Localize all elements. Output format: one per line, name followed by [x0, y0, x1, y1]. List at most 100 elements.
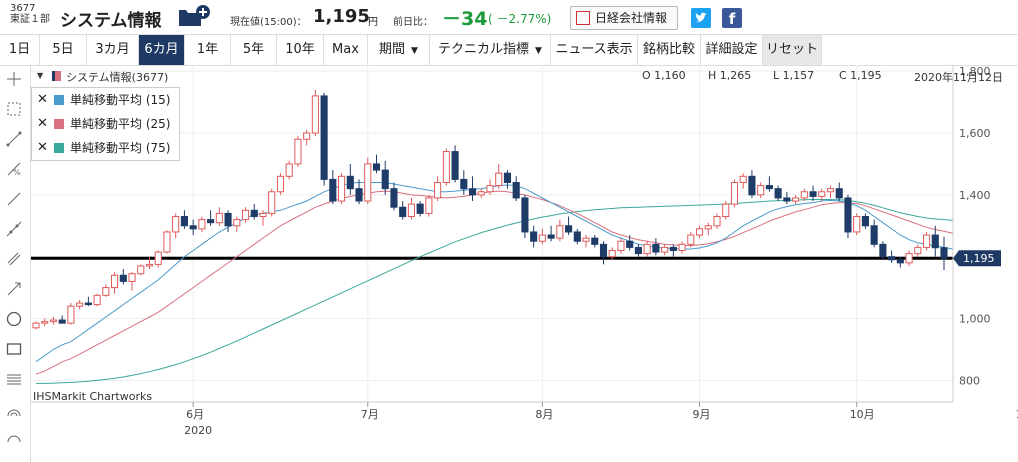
candle-body — [661, 246, 669, 253]
technical-indicators-dropdown[interactable]: テクニカル指標 ▼ — [430, 35, 551, 65]
candle-body — [879, 243, 887, 258]
period-3m-button[interactable]: 3カ月 — [87, 35, 139, 65]
period-1y-button[interactable]: 1年 — [185, 35, 231, 65]
candle — [303, 129, 311, 146]
fan-icon[interactable] — [6, 427, 22, 443]
extended-line-icon[interactable] — [6, 221, 22, 237]
candle-body — [346, 175, 354, 190]
stock-code-block: 3677 東証１部 — [10, 3, 50, 25]
candle-body — [145, 263, 154, 267]
legend-item-sma75: ✕ 単純移動平均 (75) — [32, 137, 179, 159]
period-6m-button[interactable]: 6カ月 — [139, 35, 185, 65]
ohlc-high: H 1,265 — [708, 69, 752, 82]
candle — [442, 148, 450, 186]
legend-item-sma15: ✕ 単純移動平均 (15) — [32, 89, 179, 111]
svg-text:%: % — [13, 168, 21, 177]
candle-body — [76, 302, 84, 307]
quote-header: 3677 東証１部 システム情報 現在値(15:00)： 1,195 円 前日比… — [0, 0, 1018, 34]
legend-item-sma25: ✕ 単純移動平均 (25) — [32, 113, 179, 135]
ray-line-icon[interactable] — [6, 191, 22, 207]
trend-line-icon[interactable] — [6, 131, 22, 147]
rectangle-icon[interactable] — [6, 341, 22, 357]
candle-body — [530, 231, 538, 242]
candle — [67, 303, 75, 325]
arc-icon[interactable] — [6, 401, 22, 417]
zoom-box-icon[interactable] — [6, 101, 22, 117]
period-max-button[interactable]: Max — [324, 35, 368, 65]
detail-settings-button[interactable]: 詳細設定 — [701, 35, 763, 65]
candle-body — [355, 188, 363, 202]
arrow-icon[interactable] — [6, 281, 22, 297]
parallel-line-icon[interactable] — [6, 251, 22, 267]
candle-body — [416, 203, 424, 214]
nikkei-company-info-button[interactable]: 日経会社情報 — [570, 6, 678, 30]
crosshair-icon[interactable] — [6, 71, 22, 87]
price-unit: 円 — [368, 17, 378, 28]
twitter-icon[interactable] — [691, 8, 711, 28]
sma15-line — [35, 182, 953, 363]
candle — [285, 160, 293, 180]
candle — [792, 194, 800, 205]
candle — [451, 145, 459, 183]
candle — [512, 176, 520, 202]
candle — [224, 210, 232, 232]
candle — [748, 170, 756, 198]
period-5y-button[interactable]: 5年 — [231, 35, 277, 65]
compare-stocks-button[interactable]: 銘柄比較 — [638, 35, 701, 65]
candle — [695, 225, 704, 239]
candle — [931, 225, 939, 257]
candle-body — [390, 188, 398, 208]
period-5d-button[interactable]: 5日 — [40, 35, 87, 65]
candle-body — [844, 197, 852, 233]
candle — [372, 154, 381, 174]
period-1d-button[interactable]: 1日 — [0, 35, 40, 65]
candle — [495, 163, 503, 189]
change-label: 前日比： — [393, 17, 433, 28]
candle — [241, 207, 250, 223]
candle-body — [477, 191, 485, 196]
candle — [556, 219, 564, 242]
y-tick-label: 800 — [959, 374, 980, 387]
remove-indicator-icon[interactable]: ✕ — [37, 140, 48, 155]
indicator-legend: ✕ 単純移動平均 (15) ✕ 単純移動平均 (25) ✕ 単純移動平均 (75… — [31, 87, 180, 161]
ohlc-date: 2020年11月12日 — [914, 71, 1003, 84]
candle — [460, 170, 468, 195]
x-tick-label: 6月 — [186, 408, 204, 421]
ohlc-low: L 1,157 — [773, 69, 815, 82]
remove-indicator-icon[interactable]: ✕ — [37, 116, 48, 131]
candle-body — [111, 274, 119, 289]
candle — [355, 179, 363, 205]
candle — [652, 238, 660, 256]
remove-indicator-icon[interactable]: ✕ — [37, 92, 48, 107]
chevron-down-icon: ▼ — [535, 46, 542, 56]
fibonacci-icon[interactable] — [6, 371, 22, 387]
candle — [765, 176, 773, 192]
series-collapse-icon[interactable]: ▼ — [37, 71, 44, 80]
candle-body — [730, 181, 739, 205]
candle-body — [922, 234, 931, 248]
facebook-icon[interactable]: f — [722, 8, 742, 28]
candle — [800, 188, 808, 202]
candle — [215, 207, 223, 226]
candle — [477, 188, 485, 198]
period-10y-button[interactable]: 10年 — [277, 35, 324, 65]
candle — [835, 182, 843, 202]
legend-label: 単純移動平均 (75) — [70, 141, 171, 155]
reset-button[interactable]: リセット — [763, 35, 822, 65]
candle-body — [67, 305, 75, 324]
candle-body — [276, 175, 285, 193]
candle-body — [582, 237, 590, 242]
candle — [940, 236, 948, 270]
candle-body — [119, 274, 127, 282]
candle-body — [460, 178, 468, 190]
percent-line-icon[interactable]: % — [6, 161, 22, 177]
add-to-portfolio-icon[interactable] — [177, 4, 211, 28]
candle — [468, 176, 477, 202]
period-dropdown[interactable]: 期間 ▼ — [368, 35, 430, 65]
candle-body — [364, 163, 372, 202]
circle-icon[interactable] — [6, 311, 22, 327]
candle-body — [434, 181, 442, 199]
candle — [294, 136, 302, 168]
news-display-button[interactable]: ニュース表示 — [551, 35, 638, 65]
